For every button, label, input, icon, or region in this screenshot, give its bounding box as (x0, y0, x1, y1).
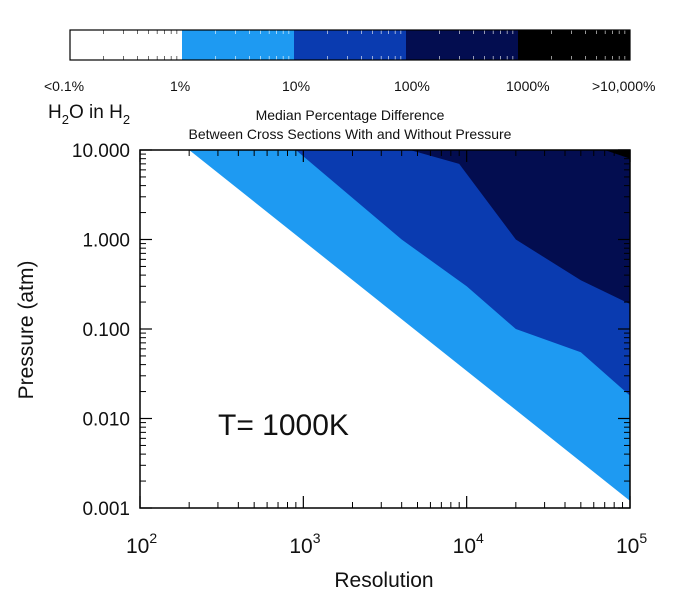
colorbar-tick-label: 1000% (506, 78, 550, 94)
colorbar-bin (294, 30, 407, 60)
x-tick-labels: 102 103 104 105 (126, 530, 647, 558)
chart-title-line2: Between Cross Sections With and Without … (189, 126, 512, 142)
colorbar-bin (70, 30, 183, 60)
y-tick-label: 0.001 (82, 499, 130, 520)
colorbar-frame (69, 29, 631, 61)
axes (139, 149, 631, 509)
contour-regions (140, 150, 630, 508)
colorbar (69, 29, 631, 61)
y-tick-label: 1.000 (82, 231, 130, 252)
x-axis-label: Resolution (334, 569, 433, 592)
y-tick-labels: 10.000 1.000 0.100 0.010 0.001 (72, 141, 130, 520)
contour-region (410, 150, 630, 305)
colorbar-bin (406, 30, 519, 60)
x-tick-label: 103 (289, 530, 320, 558)
x-tick-label: 104 (453, 530, 484, 558)
x-tick-label: 105 (616, 530, 647, 558)
x-tick-label: 102 (126, 530, 157, 558)
species-label: H2O in H2 (48, 102, 130, 127)
temperature-annotation: T= 1000K (218, 409, 349, 442)
colorbar-tick-label: 100% (394, 78, 430, 94)
colorbar-tick-label: <0.1% (44, 78, 84, 94)
colorbar-tick-label: >10,000% (592, 78, 655, 94)
y-axis-label: Pressure (atm) (15, 261, 38, 400)
colorbar-tick-labels: <0.1% 1% 10% 100% 1000% >10,000% (44, 78, 655, 94)
y-tick-label: 0.010 (82, 410, 130, 431)
colorbar-tick-label: 1% (170, 78, 190, 94)
colorbar-bin (182, 30, 295, 60)
colorbar-tick-label: 10% (282, 78, 310, 94)
colorbar-bin (518, 30, 631, 60)
chart-title-line1: Median Percentage Difference (256, 107, 445, 123)
contour-region (604, 150, 630, 159)
y-tick-label: 10.000 (72, 141, 130, 162)
y-tick-label: 0.100 (82, 320, 130, 341)
